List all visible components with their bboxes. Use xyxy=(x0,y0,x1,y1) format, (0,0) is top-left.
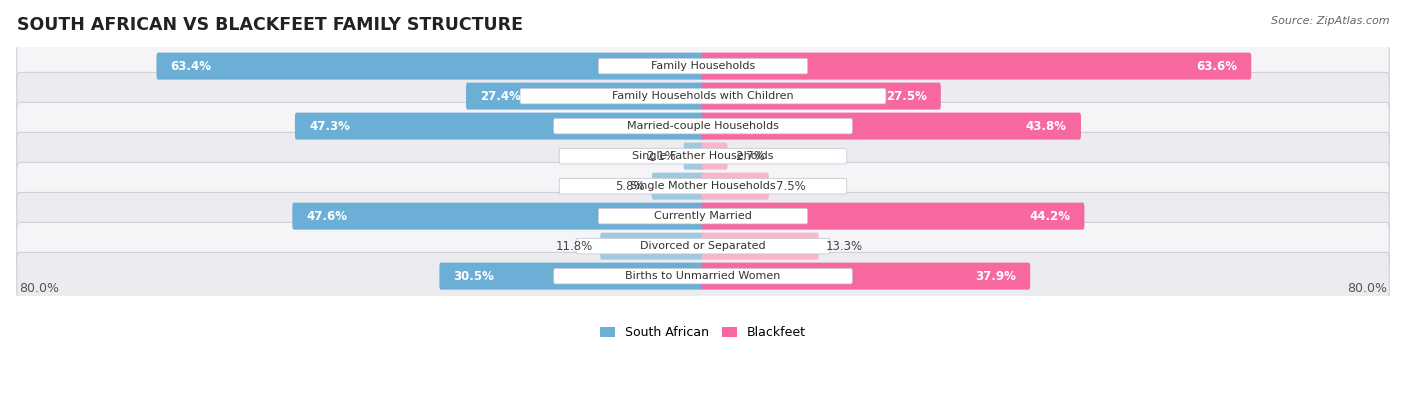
Text: SOUTH AFRICAN VS BLACKFEET FAMILY STRUCTURE: SOUTH AFRICAN VS BLACKFEET FAMILY STRUCT… xyxy=(17,16,523,34)
Text: Family Households with Children: Family Households with Children xyxy=(612,91,794,101)
FancyBboxPatch shape xyxy=(599,208,807,224)
Text: 27.5%: 27.5% xyxy=(886,90,927,103)
FancyBboxPatch shape xyxy=(702,143,727,169)
FancyBboxPatch shape xyxy=(17,192,1389,240)
FancyBboxPatch shape xyxy=(702,203,1084,229)
Text: Source: ZipAtlas.com: Source: ZipAtlas.com xyxy=(1271,16,1389,26)
FancyBboxPatch shape xyxy=(156,53,704,80)
FancyBboxPatch shape xyxy=(652,173,704,199)
FancyBboxPatch shape xyxy=(17,162,1389,210)
Text: Married-couple Households: Married-couple Households xyxy=(627,121,779,131)
FancyBboxPatch shape xyxy=(554,268,852,284)
Text: 80.0%: 80.0% xyxy=(1347,282,1386,295)
FancyBboxPatch shape xyxy=(702,113,1081,139)
FancyBboxPatch shape xyxy=(554,118,852,134)
Text: 63.6%: 63.6% xyxy=(1197,60,1237,73)
Text: 80.0%: 80.0% xyxy=(20,282,59,295)
Text: 5.8%: 5.8% xyxy=(614,180,644,193)
Text: 27.4%: 27.4% xyxy=(481,90,522,103)
Text: 44.2%: 44.2% xyxy=(1029,210,1070,223)
FancyBboxPatch shape xyxy=(683,143,704,169)
Legend: South African, Blackfeet: South African, Blackfeet xyxy=(595,321,811,344)
FancyBboxPatch shape xyxy=(465,83,704,109)
Text: Family Households: Family Households xyxy=(651,61,755,71)
Text: 11.8%: 11.8% xyxy=(555,240,593,253)
FancyBboxPatch shape xyxy=(702,173,769,199)
Text: 13.3%: 13.3% xyxy=(825,240,863,253)
Text: 7.5%: 7.5% xyxy=(776,180,806,193)
Text: Divorced or Separated: Divorced or Separated xyxy=(640,241,766,251)
FancyBboxPatch shape xyxy=(560,148,846,164)
Text: 2.1%: 2.1% xyxy=(647,150,676,163)
FancyBboxPatch shape xyxy=(702,263,1031,290)
FancyBboxPatch shape xyxy=(17,102,1389,150)
FancyBboxPatch shape xyxy=(702,53,1251,80)
FancyBboxPatch shape xyxy=(560,178,846,194)
FancyBboxPatch shape xyxy=(292,203,704,229)
FancyBboxPatch shape xyxy=(17,72,1389,120)
FancyBboxPatch shape xyxy=(17,132,1389,180)
FancyBboxPatch shape xyxy=(576,238,830,254)
Text: Single Mother Households: Single Mother Households xyxy=(630,181,776,191)
FancyBboxPatch shape xyxy=(599,58,807,74)
FancyBboxPatch shape xyxy=(17,42,1389,90)
Text: 30.5%: 30.5% xyxy=(454,270,495,283)
Text: 47.6%: 47.6% xyxy=(307,210,347,223)
FancyBboxPatch shape xyxy=(440,263,704,290)
FancyBboxPatch shape xyxy=(520,88,886,104)
Text: 47.3%: 47.3% xyxy=(309,120,350,133)
Text: 2.7%: 2.7% xyxy=(735,150,765,163)
Text: 37.9%: 37.9% xyxy=(976,270,1017,283)
Text: Single Father Households: Single Father Households xyxy=(633,151,773,161)
FancyBboxPatch shape xyxy=(17,252,1389,300)
FancyBboxPatch shape xyxy=(17,222,1389,270)
FancyBboxPatch shape xyxy=(600,233,704,260)
Text: Currently Married: Currently Married xyxy=(654,211,752,221)
FancyBboxPatch shape xyxy=(702,83,941,109)
Text: Births to Unmarried Women: Births to Unmarried Women xyxy=(626,271,780,281)
FancyBboxPatch shape xyxy=(702,233,818,260)
Text: 63.4%: 63.4% xyxy=(170,60,212,73)
Text: 43.8%: 43.8% xyxy=(1026,120,1067,133)
FancyBboxPatch shape xyxy=(295,113,704,139)
